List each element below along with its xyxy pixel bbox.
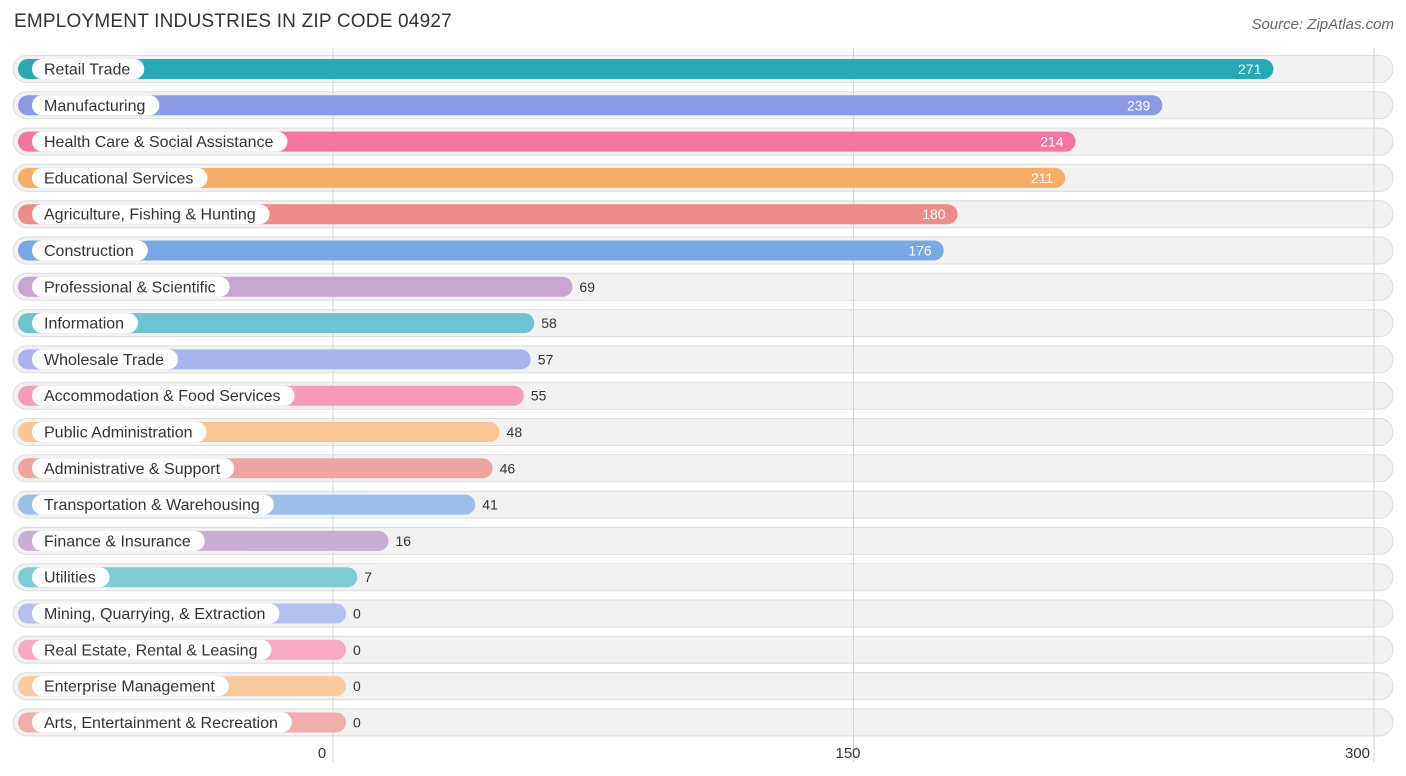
value-label: 0 xyxy=(353,678,361,694)
bar-label-pill xyxy=(32,530,205,551)
bar-label-pill xyxy=(32,349,179,370)
category-label: Enterprise Management xyxy=(44,679,215,696)
bar-label-pill xyxy=(32,167,208,188)
bar-label-pill xyxy=(32,204,270,225)
tick-label-300: 300 xyxy=(1345,745,1370,762)
value-label: 55 xyxy=(531,388,547,404)
bar-label-pill xyxy=(32,712,292,733)
bar-label-pill xyxy=(32,567,110,588)
category-label: Mining, Quarrying, & Extraction xyxy=(44,606,265,623)
bar-row: Transportation & Warehousing 41 xyxy=(18,494,498,515)
chart-title: EMPLOYMENT INDUSTRIES IN ZIP CODE 04927 xyxy=(14,11,452,32)
bar-row: Information 58 xyxy=(18,313,557,334)
category-label: Transportation & Warehousing xyxy=(44,497,260,514)
bar-label-pill xyxy=(32,494,274,515)
value-label: 48 xyxy=(507,424,523,440)
value-label: 211 xyxy=(1031,170,1054,186)
bar-row: Real Estate, Rental & Leasing 0 xyxy=(18,639,361,660)
value-label: 214 xyxy=(1040,134,1064,150)
bar-label-pill xyxy=(32,422,207,442)
bar-row: Health Care & Social Assistance 214 xyxy=(18,131,1076,152)
x-axis-ticks: 0 150 300 xyxy=(318,745,1370,762)
row-background xyxy=(12,563,1394,592)
category-label: Public Administration xyxy=(44,425,193,442)
bar-label-pill xyxy=(32,603,280,624)
bar-label-pill xyxy=(32,276,230,297)
row-background xyxy=(12,599,1394,628)
bar-row: Construction 176 xyxy=(18,240,944,261)
value-label: 271 xyxy=(1238,61,1262,77)
value-label: 46 xyxy=(500,460,516,476)
bar-label-pill xyxy=(32,639,272,660)
bar xyxy=(18,313,535,334)
bar-label-pill xyxy=(32,458,235,479)
category-label: Retail Trade xyxy=(44,62,130,79)
value-label: 0 xyxy=(353,606,361,622)
category-label: Utilities xyxy=(44,570,96,587)
category-label: Manufacturing xyxy=(44,98,145,115)
value-label: 41 xyxy=(482,497,498,513)
bar-row: Manufacturing 239 xyxy=(18,95,1163,116)
row-background xyxy=(12,672,1394,701)
bar-label-pill xyxy=(32,131,288,152)
bar-label-pill xyxy=(32,676,229,697)
bar-row: Professional & Scientific 69 xyxy=(18,276,595,297)
value-label: 0 xyxy=(353,642,361,658)
category-label: Wholesale Trade xyxy=(44,352,164,369)
bar-label-pill xyxy=(32,385,295,406)
category-label: Arts, Entertainment & Recreation xyxy=(44,715,278,732)
bar-label-pill xyxy=(32,95,160,116)
value-label: 180 xyxy=(922,206,946,222)
category-label: Real Estate, Rental & Leasing xyxy=(44,642,257,659)
bar xyxy=(18,59,1274,79)
category-label: Accommodation & Food Services xyxy=(44,388,281,405)
bar-row: Finance & Insurance 16 xyxy=(18,530,412,551)
category-label: Construction xyxy=(44,243,134,260)
bar-row: Arts, Entertainment & Recreation 0 xyxy=(18,712,361,733)
row-background xyxy=(12,708,1394,737)
row-background xyxy=(12,635,1394,664)
category-label: Agriculture, Fishing & Hunting xyxy=(44,207,256,224)
bar xyxy=(18,167,1066,188)
bar-row: Public Administration 48 xyxy=(18,422,522,442)
bar-row: Educational Services 211 xyxy=(18,167,1066,188)
bar-label-pill xyxy=(32,240,148,261)
bar-row: Utilities 7 xyxy=(18,567,372,588)
bar-row: Mining, Quarrying, & Extraction 0 xyxy=(18,603,361,624)
bar-row: Enterprise Management 0 xyxy=(18,676,361,697)
bar-row: Accommodation & Food Services 55 xyxy=(18,385,547,406)
category-label: Finance & Insurance xyxy=(44,533,191,550)
value-label: 57 xyxy=(538,351,554,367)
bar xyxy=(18,95,1163,116)
chart-source: Source: ZipAtlas.com xyxy=(1251,16,1394,33)
value-label: 7 xyxy=(364,569,372,585)
value-label: 239 xyxy=(1127,97,1151,113)
bar-row: Retail Trade 271 xyxy=(18,59,1274,79)
value-label: 176 xyxy=(908,243,932,259)
category-label: Health Care & Social Assistance xyxy=(44,134,274,151)
bar-label-pill xyxy=(32,59,145,79)
bar-row: Agriculture, Fishing & Hunting 180 xyxy=(18,204,958,225)
value-label: 69 xyxy=(579,279,595,295)
bar-row: Administrative & Support 46 xyxy=(18,458,516,479)
category-label: Information xyxy=(44,316,124,333)
value-label: 58 xyxy=(541,315,557,331)
value-label: 16 xyxy=(396,533,412,549)
bar-row: Wholesale Trade 57 xyxy=(18,349,554,370)
value-label: 0 xyxy=(353,714,361,730)
tick-label-0: 0 xyxy=(318,745,326,762)
category-label: Administrative & Support xyxy=(44,461,221,478)
bar xyxy=(18,240,944,261)
tick-label-150: 150 xyxy=(836,745,861,762)
category-label: Professional & Scientific xyxy=(44,279,216,296)
category-label: Educational Services xyxy=(44,170,193,187)
bar-label-pill xyxy=(32,313,139,334)
bars: Retail Trade 271 Manufacturing 239 Health Ca… xyxy=(18,59,1274,733)
